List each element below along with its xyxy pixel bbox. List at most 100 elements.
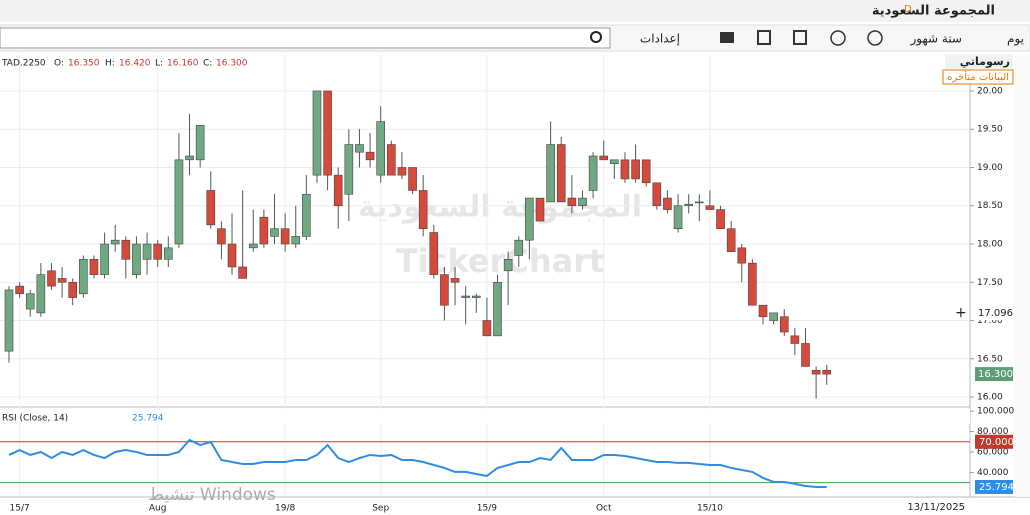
candle-body xyxy=(450,278,460,283)
rsi-line xyxy=(8,438,827,488)
range-button[interactable]: ستة شهور xyxy=(909,32,962,47)
candle-body xyxy=(365,151,375,161)
y-tick-label: 17.00 xyxy=(977,316,1003,326)
ohlc-value: 16.160 xyxy=(167,59,199,69)
candle-body xyxy=(493,281,502,337)
candle-body xyxy=(397,167,407,176)
indicator-icon[interactable] xyxy=(867,30,883,46)
x-tick-label: Oct xyxy=(596,504,612,514)
x-tick-label: Sep xyxy=(372,504,389,514)
rsi-header xyxy=(0,409,970,424)
period-button[interactable]: يوم xyxy=(1007,32,1024,47)
candle-body xyxy=(89,259,99,275)
candle-body xyxy=(195,125,205,161)
x-tick-label: 15/9 xyxy=(477,504,497,514)
delayed-box xyxy=(942,69,1014,85)
windows-activation: تنشيط Windows xyxy=(148,485,276,505)
candle-body xyxy=(790,335,800,344)
bar-icon[interactable] xyxy=(793,30,807,45)
candle-body xyxy=(238,266,247,279)
candle-body xyxy=(121,239,131,260)
ohlc-value: 16.420 xyxy=(119,59,151,69)
candle-body xyxy=(663,197,672,210)
candle-body xyxy=(694,201,704,204)
candle-body xyxy=(408,167,417,191)
candle-icon[interactable] xyxy=(757,30,771,45)
drawings-button[interactable] xyxy=(945,54,1013,69)
candle-body xyxy=(355,144,364,153)
candle-body xyxy=(610,159,619,164)
candle-body xyxy=(748,262,757,306)
candle-body xyxy=(631,159,640,180)
crosshair-plus: + xyxy=(955,305,967,321)
auto-icon[interactable] xyxy=(830,30,846,46)
title-bar xyxy=(0,0,1030,22)
candle-body xyxy=(270,228,279,237)
candle-body xyxy=(376,121,386,176)
candle-body xyxy=(641,159,651,184)
ohlc-value: 16.300 xyxy=(216,59,248,69)
y-tick-label: 19.50 xyxy=(977,125,1003,135)
last-date: 13/11/2025 xyxy=(907,502,965,513)
candle-body xyxy=(599,155,609,161)
candle-body xyxy=(302,193,311,237)
search-box[interactable] xyxy=(0,27,611,49)
candle-body xyxy=(684,203,693,207)
candle-body xyxy=(259,216,269,245)
candle-body xyxy=(716,209,725,230)
drawings-label[interactable]: رسوماتي xyxy=(960,55,1010,68)
candle-body xyxy=(185,155,194,161)
candle-body xyxy=(174,159,184,245)
candle-body xyxy=(482,320,492,337)
candle-body xyxy=(291,236,301,245)
candle-body xyxy=(461,295,470,298)
candle-body xyxy=(567,197,577,207)
candle-body xyxy=(801,343,810,367)
camera-icon[interactable] xyxy=(720,32,734,43)
settings-button[interactable]: إعدادات xyxy=(640,32,680,46)
symbol: TAD.2250 xyxy=(1,59,46,69)
candle-body xyxy=(471,295,481,298)
candle-body xyxy=(387,144,396,176)
ohlc-label: L: xyxy=(155,59,163,69)
candle-body xyxy=(525,197,534,241)
y-tick-label: 100.000 xyxy=(977,407,1014,417)
rsi-title: RSI (Close, 14) xyxy=(2,414,68,424)
candle-body xyxy=(217,228,226,245)
candle-body xyxy=(514,239,524,256)
search-icon[interactable] xyxy=(590,31,602,43)
candle-body xyxy=(652,182,662,207)
x-tick-label: Aug xyxy=(149,504,167,514)
side-toolbar xyxy=(1015,55,1030,497)
candle-body xyxy=(15,285,24,295)
candle-body xyxy=(36,274,46,314)
candle-body xyxy=(726,228,736,252)
rsi-badge-label: 25.794 xyxy=(979,482,1014,493)
level-badge xyxy=(975,434,1013,449)
y-tick-label: 20.00 xyxy=(977,86,1003,96)
x-tick-label: 15/10 xyxy=(697,504,723,514)
candle-body xyxy=(312,90,322,176)
candle-body xyxy=(673,205,683,230)
candle-body xyxy=(344,144,354,195)
x-tick-label: 15/7 xyxy=(10,504,30,514)
candle-body xyxy=(206,190,216,226)
candle-body xyxy=(4,289,14,352)
candle-body xyxy=(429,232,439,275)
ohlc-label: C: xyxy=(203,59,212,69)
candle-body xyxy=(440,274,449,306)
candle-body xyxy=(47,270,56,287)
price-badge xyxy=(975,367,1013,382)
candle-body xyxy=(769,312,778,321)
candle-body xyxy=(132,243,141,275)
candle-body xyxy=(323,90,332,176)
window-title: المجموعة السعودية xyxy=(872,4,995,19)
y-tick-label: 18.50 xyxy=(977,201,1003,211)
level-label: 70.000 xyxy=(979,437,1014,448)
watermark-brand: TickerChart xyxy=(396,242,605,280)
y-tick-label: 17.50 xyxy=(977,278,1003,288)
candle-body xyxy=(705,205,715,210)
candle-body xyxy=(811,369,821,375)
candle-body xyxy=(737,247,747,264)
